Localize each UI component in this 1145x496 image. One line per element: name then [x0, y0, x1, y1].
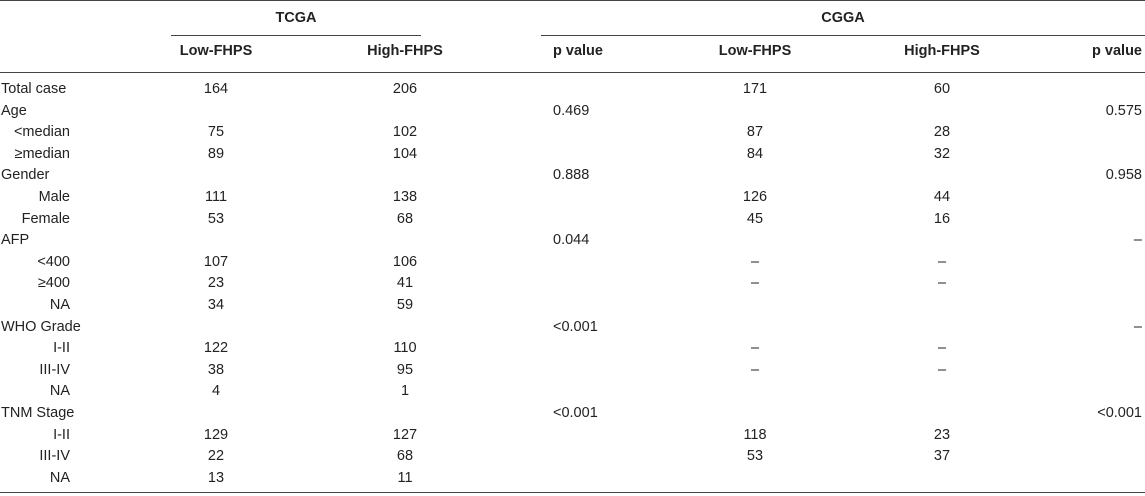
table-cell: 84 — [746, 145, 764, 162]
table-cell: 41 — [396, 275, 414, 292]
table-cell: 206 — [392, 81, 418, 97]
row-label: AFP — [1, 232, 30, 249]
table-cell: 53 — [746, 448, 764, 465]
tcga-group-rule — [171, 35, 421, 36]
row-label: WHO Grade — [1, 318, 81, 335]
table-cell: 75 — [207, 124, 225, 141]
row-label: ≥400 — [37, 275, 70, 292]
table-cell: – — [937, 340, 947, 357]
row-label: Age — [1, 102, 27, 119]
table-cell: 164 — [203, 81, 229, 97]
row-label: ≥median — [14, 145, 70, 162]
table-cell: 68 — [396, 448, 414, 465]
table-cell: 38 — [207, 361, 225, 378]
table-cell: 23 — [207, 275, 225, 292]
table-cell: 95 — [396, 361, 414, 378]
table-cell: 53 — [207, 210, 225, 227]
table-cell: – — [937, 275, 947, 292]
table-cell: 118 — [743, 426, 767, 443]
table-cell: 28 — [933, 124, 951, 141]
column-header: High-FHPS — [904, 43, 980, 59]
table-cell: 0.469 — [553, 102, 590, 119]
row-label: I-II — [53, 426, 70, 443]
table-cell: 1 — [400, 383, 410, 400]
table-cell: 122 — [203, 340, 229, 357]
table-cell: 126 — [742, 189, 768, 205]
table-cell: 87 — [746, 124, 764, 141]
table-cell: 129 — [203, 426, 229, 443]
table-cell: 110 — [393, 340, 417, 357]
table-cell: – — [750, 340, 760, 357]
column-header: p value — [1092, 43, 1142, 59]
row-label: III-IV — [39, 448, 70, 465]
table-cell: 37 — [933, 448, 951, 465]
table-top-rule — [0, 0, 1145, 1]
table-cell: <0.001 — [1097, 405, 1142, 421]
table-cell: 13 — [207, 469, 225, 486]
table-cell: 68 — [396, 210, 414, 227]
row-label: I-II — [53, 340, 70, 357]
table-cell: 60 — [933, 81, 951, 97]
table-cell: 171 — [742, 81, 768, 97]
table-cell: 107 — [203, 253, 229, 270]
table-cell: 11 — [397, 469, 413, 486]
table-cell: – — [937, 361, 947, 378]
row-label: NA — [49, 297, 70, 313]
row-label: NA — [49, 469, 70, 486]
header-rule — [0, 72, 1145, 73]
table-cell: <0.001 — [553, 405, 598, 421]
row-label: TNM Stage — [1, 405, 75, 421]
table-cell: 111 — [204, 189, 228, 205]
table-cell: 138 — [392, 189, 418, 205]
table-cell: 22 — [207, 448, 225, 465]
table-cell: 104 — [392, 145, 418, 162]
table-cell: 4 — [211, 383, 221, 400]
row-label: Female — [21, 210, 70, 227]
row-label: III-IV — [39, 361, 70, 378]
table-cell: 44 — [933, 189, 951, 205]
table-cell: – — [937, 253, 947, 270]
group-header-cgga: CGGA — [821, 10, 865, 26]
row-label: NA — [49, 383, 70, 400]
row-label: Male — [38, 189, 70, 205]
table-cell: 106 — [392, 253, 418, 270]
table-cell: 127 — [392, 426, 418, 443]
table-cell: 0.044 — [553, 232, 590, 249]
table-cell: 59 — [396, 297, 414, 313]
table-cell: 34 — [207, 297, 225, 313]
column-header: Low-FHPS — [179, 43, 253, 59]
column-header: Low-FHPS — [718, 43, 792, 59]
table-cell: 102 — [392, 124, 418, 141]
row-label: Gender — [1, 167, 50, 184]
column-header: High-FHPS — [367, 43, 443, 59]
row-label: <400 — [37, 253, 70, 270]
table-cell: 23 — [933, 426, 951, 443]
table-cell: – — [750, 253, 760, 270]
table-cell: 45 — [746, 210, 764, 227]
table-bottom-rule — [0, 492, 1145, 493]
table-cell: 0.958 — [1105, 167, 1142, 184]
row-label: Total case — [1, 81, 67, 97]
table-cell: – — [750, 275, 760, 292]
row-label: <median — [13, 124, 70, 141]
group-header-tcga: TCGA — [275, 10, 317, 26]
cgga-group-rule — [541, 35, 1145, 36]
table-cell: 32 — [933, 145, 951, 162]
table-cell: – — [1133, 318, 1142, 335]
column-header: p value — [553, 43, 603, 59]
table-cell: – — [750, 361, 760, 378]
table-cell: 16 — [933, 210, 951, 227]
table-cell: 0.575 — [1105, 102, 1142, 119]
table-cell: <0.001 — [553, 318, 598, 335]
table-cell: 89 — [207, 145, 225, 162]
table-cell: 0.888 — [553, 167, 590, 184]
table-cell: – — [1133, 232, 1142, 249]
